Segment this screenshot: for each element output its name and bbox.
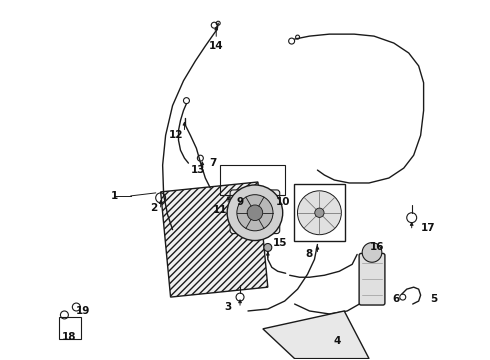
Text: 17: 17 <box>421 222 436 233</box>
Text: 19: 19 <box>76 306 91 316</box>
FancyBboxPatch shape <box>359 253 385 305</box>
Text: 14: 14 <box>209 41 223 51</box>
Text: 8: 8 <box>306 249 313 260</box>
Text: 2: 2 <box>150 203 157 213</box>
Text: 16: 16 <box>370 243 384 252</box>
Text: 5: 5 <box>430 294 437 304</box>
Polygon shape <box>263 311 369 359</box>
Circle shape <box>362 243 382 262</box>
Circle shape <box>315 208 324 217</box>
Text: 15: 15 <box>272 238 287 248</box>
Circle shape <box>247 205 263 221</box>
Text: 10: 10 <box>275 197 290 207</box>
Circle shape <box>264 243 272 251</box>
Text: 1: 1 <box>110 191 118 201</box>
Text: 4: 4 <box>334 336 341 346</box>
Polygon shape <box>161 182 268 297</box>
Text: 7: 7 <box>210 158 217 168</box>
FancyBboxPatch shape <box>230 190 280 234</box>
Circle shape <box>227 185 283 240</box>
Text: 3: 3 <box>224 302 232 312</box>
Text: 6: 6 <box>392 294 399 304</box>
Text: 12: 12 <box>169 130 184 140</box>
Text: 11: 11 <box>213 205 227 215</box>
Text: 9: 9 <box>237 197 244 207</box>
Circle shape <box>237 195 273 231</box>
Circle shape <box>297 191 342 235</box>
Text: 13: 13 <box>191 165 206 175</box>
Text: 18: 18 <box>62 332 76 342</box>
